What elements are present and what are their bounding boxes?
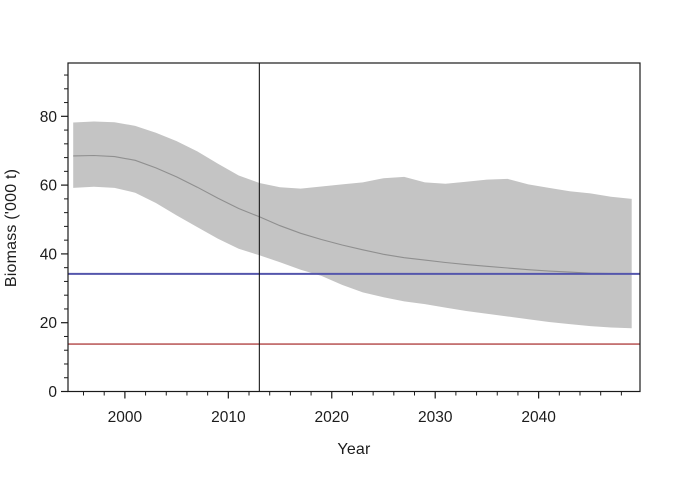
x-tick-label-2040: 2040 — [521, 409, 556, 426]
y-tick-label-60: 60 — [40, 178, 58, 195]
x-tick-label-2010: 2010 — [211, 409, 246, 426]
confidence-band — [73, 121, 632, 329]
median-biomass-line — [73, 154, 632, 275]
y-tick-label-0: 0 — [48, 384, 57, 401]
plot-border — [67, 62, 641, 393]
x-axis-title: Year — [337, 441, 371, 458]
y-axis-title: Biomass ('000 t) — [3, 168, 20, 288]
x-tick-label-2030: 2030 — [418, 409, 453, 426]
x-tick-label-2020: 2020 — [315, 409, 350, 426]
y-tick-label-80: 80 — [40, 109, 58, 126]
y-tick-label-20: 20 — [40, 315, 58, 332]
x-tick-label-2000: 2000 — [108, 409, 143, 426]
y-tick-label-40: 40 — [40, 246, 58, 263]
